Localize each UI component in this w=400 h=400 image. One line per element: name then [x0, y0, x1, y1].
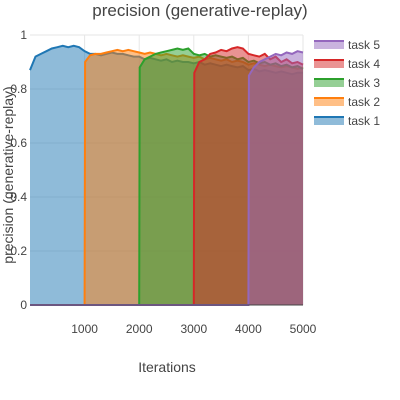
x-tick-label: 4000	[235, 322, 262, 336]
legend-label: task 4	[348, 57, 380, 71]
x-tick-label: 3000	[180, 322, 207, 336]
plot-area	[29, 44, 304, 306]
legend-swatch	[314, 117, 344, 125]
x-tick-label: 5000	[290, 322, 317, 336]
legend-swatch	[314, 79, 344, 87]
y-tick-label: 0.4	[10, 190, 27, 204]
legend-swatch	[314, 41, 344, 49]
x-tick-label: 1000	[71, 322, 98, 336]
axes: 0 0.2 0.4 0.6 0.8 1 1000 2000 3000 4000 5000	[10, 28, 316, 336]
legend-label: task 2	[348, 95, 380, 109]
y-tick-label: 0	[20, 298, 27, 312]
legend-item-task-2[interactable]: task 2	[314, 95, 380, 109]
legend-item-task-1[interactable]: task 1	[314, 114, 380, 128]
chart-title: precision (generative-replay)	[92, 1, 307, 20]
legend: task 5 task 4 task 3 task 2 task 1	[314, 38, 380, 128]
area-task-5	[30, 51, 303, 306]
legend-swatch	[314, 60, 344, 68]
legend-item-task-3[interactable]: task 3	[314, 76, 380, 90]
legend-item-task-4[interactable]: task 4	[314, 57, 380, 71]
y-tick-label: 1	[20, 28, 27, 42]
legend-item-task-5[interactable]: task 5	[314, 38, 380, 52]
legend-label: task 5	[348, 38, 380, 52]
legend-swatch	[314, 98, 344, 106]
y-tick-label: 0.2	[10, 244, 27, 258]
legend-label: task 1	[348, 114, 380, 128]
legend-label: task 3	[348, 76, 380, 90]
x-axis-label: Iterations	[138, 359, 196, 375]
line-task-5	[30, 50, 304, 306]
y-axis-label: precision (generative-replay)	[0, 86, 16, 263]
y-tick-label: 0.8	[10, 82, 27, 96]
x-tick-label: 2000	[126, 322, 153, 336]
y-tick-label: 0.6	[10, 136, 27, 150]
